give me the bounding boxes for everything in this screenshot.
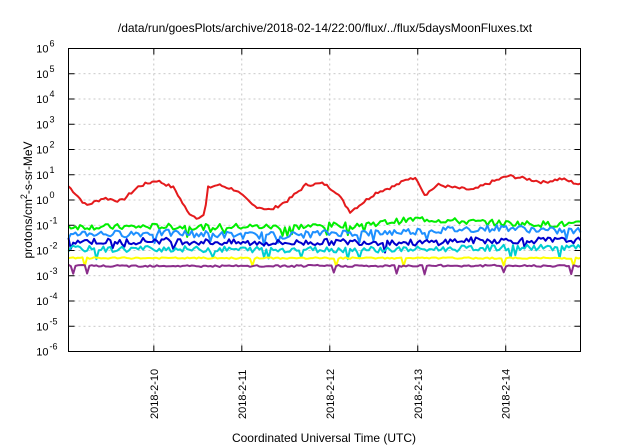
y-tick-base: 10 bbox=[36, 145, 48, 157]
y-tick-exponent: 2 bbox=[50, 140, 55, 150]
y-tick-exponent: -6 bbox=[50, 342, 58, 352]
y-axis-label: protons/cm2-s-sr-MeV bbox=[19, 141, 35, 258]
y-tick-label: 10 bbox=[36, 271, 48, 283]
x-tick-label: 2018-2-12 bbox=[325, 369, 337, 419]
y-tick-label: 10 bbox=[36, 246, 48, 258]
y-tick-base: 10 bbox=[36, 195, 48, 207]
y-tick-exponent: -1 bbox=[50, 215, 58, 225]
series-line-5 bbox=[67, 243, 582, 261]
y-tick-base: 10 bbox=[36, 44, 48, 56]
x-axis-label: Coordinated Universal Time (UTC) bbox=[232, 431, 416, 445]
y-tick-label: 10 bbox=[36, 220, 48, 232]
y-tick-exponent: 1 bbox=[50, 165, 55, 175]
y-tick-base: 10 bbox=[36, 170, 48, 182]
y-tick-label: 10 bbox=[36, 145, 48, 157]
x-tick-label: 2018-2-13 bbox=[413, 369, 425, 419]
y-axis-label-rest: -s-sr-MeV bbox=[21, 141, 35, 194]
y-axis-label-exp: 2 bbox=[19, 194, 29, 199]
y-tick-base: 10 bbox=[36, 69, 48, 81]
x-axis: 2018-2-10 2018-2-11 2018-2-12 2018-2-13 2018… bbox=[149, 48, 513, 419]
series-line-2 bbox=[67, 216, 581, 238]
series-line-7 bbox=[68, 263, 581, 276]
y-tick-label: 10 bbox=[36, 119, 48, 131]
y-tick-exponent: 4 bbox=[50, 89, 55, 99]
y-tick-exponent: 5 bbox=[50, 64, 55, 74]
y-tick-base: 10 bbox=[36, 220, 48, 232]
series-line-4 bbox=[67, 236, 582, 254]
y-axis: 10 -610 -510 -410 -310 -210 -110 010 110 210 310 41… bbox=[36, 39, 581, 359]
y-tick-label: 10 bbox=[36, 296, 48, 308]
y-tick-label: 10 bbox=[36, 69, 48, 81]
y-tick-exponent: -5 bbox=[50, 316, 58, 326]
x-tick-label: 2018-2-10 bbox=[149, 369, 161, 419]
y-tick-exponent: -4 bbox=[50, 291, 58, 301]
series-layer bbox=[67, 174, 582, 276]
y-tick-label: 10 bbox=[36, 94, 48, 106]
y-tick-base: 10 bbox=[36, 119, 48, 131]
y-tick-label: 10 bbox=[36, 347, 48, 359]
y-tick-exponent: -3 bbox=[50, 266, 58, 276]
x-tick-label: 2018-2-11 bbox=[237, 370, 249, 419]
y-tick-base: 10 bbox=[36, 246, 48, 258]
x-tick-label: 2018-2-14 bbox=[501, 369, 513, 419]
chart-title: /data/run/goesPlots/archive/2018-02-14/2… bbox=[118, 21, 533, 35]
y-axis-label-unit: protons/cm bbox=[21, 199, 35, 258]
y-tick-label: 10 bbox=[36, 195, 48, 207]
y-tick-label: 10 bbox=[36, 170, 48, 182]
y-tick-base: 10 bbox=[36, 347, 48, 359]
y-tick-base: 10 bbox=[36, 321, 48, 333]
grid bbox=[68, 48, 581, 352]
y-tick-base: 10 bbox=[36, 271, 48, 283]
series-line-6 bbox=[68, 256, 581, 268]
y-tick-label: 10 bbox=[36, 44, 48, 56]
y-tick-exponent: 0 bbox=[50, 190, 55, 200]
y-tick-label: 10 bbox=[36, 321, 48, 333]
y-tick-base: 10 bbox=[36, 94, 48, 106]
y-tick-exponent: 3 bbox=[50, 114, 55, 124]
y-tick-exponent: 6 bbox=[50, 39, 55, 49]
y-tick-base: 10 bbox=[36, 296, 48, 308]
series-line-1 bbox=[67, 174, 581, 220]
y-tick-exponent: -2 bbox=[50, 241, 58, 251]
